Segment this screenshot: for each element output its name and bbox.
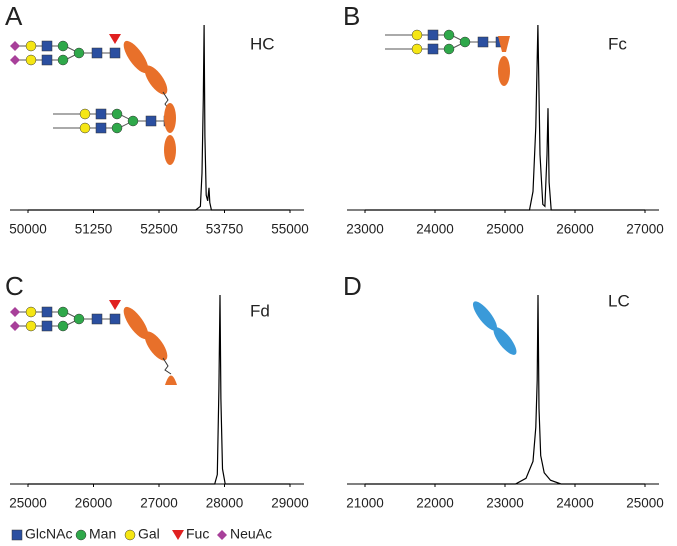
panel-label: HC bbox=[250, 34, 275, 53]
x-tick-label: 24000 bbox=[416, 222, 454, 237]
gal-icon bbox=[25, 40, 37, 52]
man-icon bbox=[127, 115, 139, 127]
x-tick-label: 53750 bbox=[206, 222, 244, 237]
fd-domain bbox=[123, 306, 149, 340]
man-icon bbox=[111, 108, 123, 120]
glcnac-icon bbox=[95, 122, 107, 134]
lc-domain bbox=[472, 301, 498, 331]
heavy-chain-domain bbox=[123, 40, 149, 74]
panel-letter: B bbox=[343, 1, 360, 31]
gal-icon bbox=[25, 54, 37, 66]
x-tick-label: 28000 bbox=[206, 496, 244, 511]
gal-icon bbox=[25, 306, 37, 318]
x-tick-label: 52500 bbox=[140, 222, 178, 237]
legend-label: Gal bbox=[138, 526, 160, 542]
x-tick-label: 23000 bbox=[486, 496, 524, 511]
x-tick-label: 25000 bbox=[626, 496, 664, 511]
x-tick-label: 27000 bbox=[626, 222, 664, 237]
heavy-chain-domain bbox=[144, 65, 168, 95]
gal-icon bbox=[411, 43, 423, 55]
neuac-icon bbox=[10, 321, 20, 331]
x-tick-label: 50000 bbox=[9, 222, 47, 237]
panel-letter: D bbox=[343, 271, 362, 301]
glcnac-icon bbox=[41, 40, 53, 52]
spectrum-line bbox=[365, 24, 645, 211]
man-icon bbox=[57, 40, 69, 52]
x-tick-label: 26000 bbox=[75, 496, 113, 511]
neuac-icon bbox=[10, 55, 20, 65]
neuac-icon bbox=[10, 307, 20, 317]
fc-domain bbox=[498, 56, 510, 86]
glcnac-icon bbox=[41, 306, 53, 318]
x-tick-label: 25000 bbox=[9, 496, 47, 511]
glcnac-icon bbox=[41, 54, 53, 66]
glcnac-icon bbox=[109, 47, 121, 59]
gal-icon bbox=[79, 122, 91, 134]
man-icon bbox=[73, 313, 85, 325]
panel-label: Fc bbox=[608, 34, 627, 53]
man-icon bbox=[57, 306, 69, 318]
man-icon bbox=[75, 529, 87, 541]
x-tick-label: 22000 bbox=[416, 496, 454, 511]
x-tick-label: 51250 bbox=[75, 222, 113, 237]
spectrum-line bbox=[28, 294, 290, 485]
x-tick-label: 21000 bbox=[346, 496, 384, 511]
legend-label: Fuc bbox=[186, 526, 209, 542]
glcnac-icon bbox=[91, 47, 103, 59]
panel-label: Fd bbox=[250, 301, 270, 320]
x-tick-label: 27000 bbox=[140, 496, 178, 511]
legend-label: NeuAc bbox=[230, 526, 272, 542]
man-icon bbox=[443, 29, 455, 41]
gal-icon bbox=[79, 108, 91, 120]
lc-domain bbox=[493, 327, 517, 355]
man-icon bbox=[111, 122, 123, 134]
man-icon bbox=[443, 43, 455, 55]
fuc-icon bbox=[109, 34, 121, 44]
panel-label: LC bbox=[608, 291, 630, 310]
fc-domain bbox=[164, 135, 176, 165]
x-tick-label: 29000 bbox=[271, 496, 309, 511]
glcnac-icon bbox=[477, 36, 489, 48]
spectrum-line bbox=[28, 24, 290, 211]
x-tick-label: 23000 bbox=[346, 222, 384, 237]
neuac-icon bbox=[217, 530, 227, 540]
hinge bbox=[162, 357, 172, 375]
glcnac-icon bbox=[427, 29, 439, 41]
fc-domain bbox=[498, 36, 510, 52]
neuac-icon bbox=[10, 41, 20, 51]
glcnac-icon bbox=[145, 115, 157, 127]
gal-icon bbox=[25, 320, 37, 332]
x-tick-label: 25000 bbox=[486, 222, 524, 237]
gal-icon bbox=[124, 529, 136, 541]
x-tick-label: 26000 bbox=[556, 222, 594, 237]
legend-label: Man bbox=[89, 526, 116, 542]
fc-domain bbox=[164, 103, 176, 133]
panel-letter: A bbox=[5, 1, 23, 31]
glcnac-icon bbox=[109, 313, 121, 325]
x-tick-label: 55000 bbox=[271, 222, 309, 237]
legend-label: GlcNAc bbox=[25, 526, 72, 542]
man-icon bbox=[57, 320, 69, 332]
spectrum-line bbox=[365, 294, 645, 485]
man-icon bbox=[459, 36, 471, 48]
glcnac-icon bbox=[95, 108, 107, 120]
fd-domain bbox=[144, 331, 168, 361]
fuc-icon bbox=[109, 300, 121, 310]
panel-letter: C bbox=[5, 271, 24, 301]
glcnac-icon bbox=[91, 313, 103, 325]
glcnac-icon bbox=[427, 43, 439, 55]
fuc-icon bbox=[172, 530, 184, 540]
fd-stub bbox=[165, 375, 177, 385]
glcnac-icon bbox=[11, 529, 23, 541]
glcnac-icon bbox=[41, 320, 53, 332]
man-icon bbox=[57, 54, 69, 66]
x-tick-label: 24000 bbox=[556, 496, 594, 511]
man-icon bbox=[73, 47, 85, 59]
gal-icon bbox=[411, 29, 423, 41]
